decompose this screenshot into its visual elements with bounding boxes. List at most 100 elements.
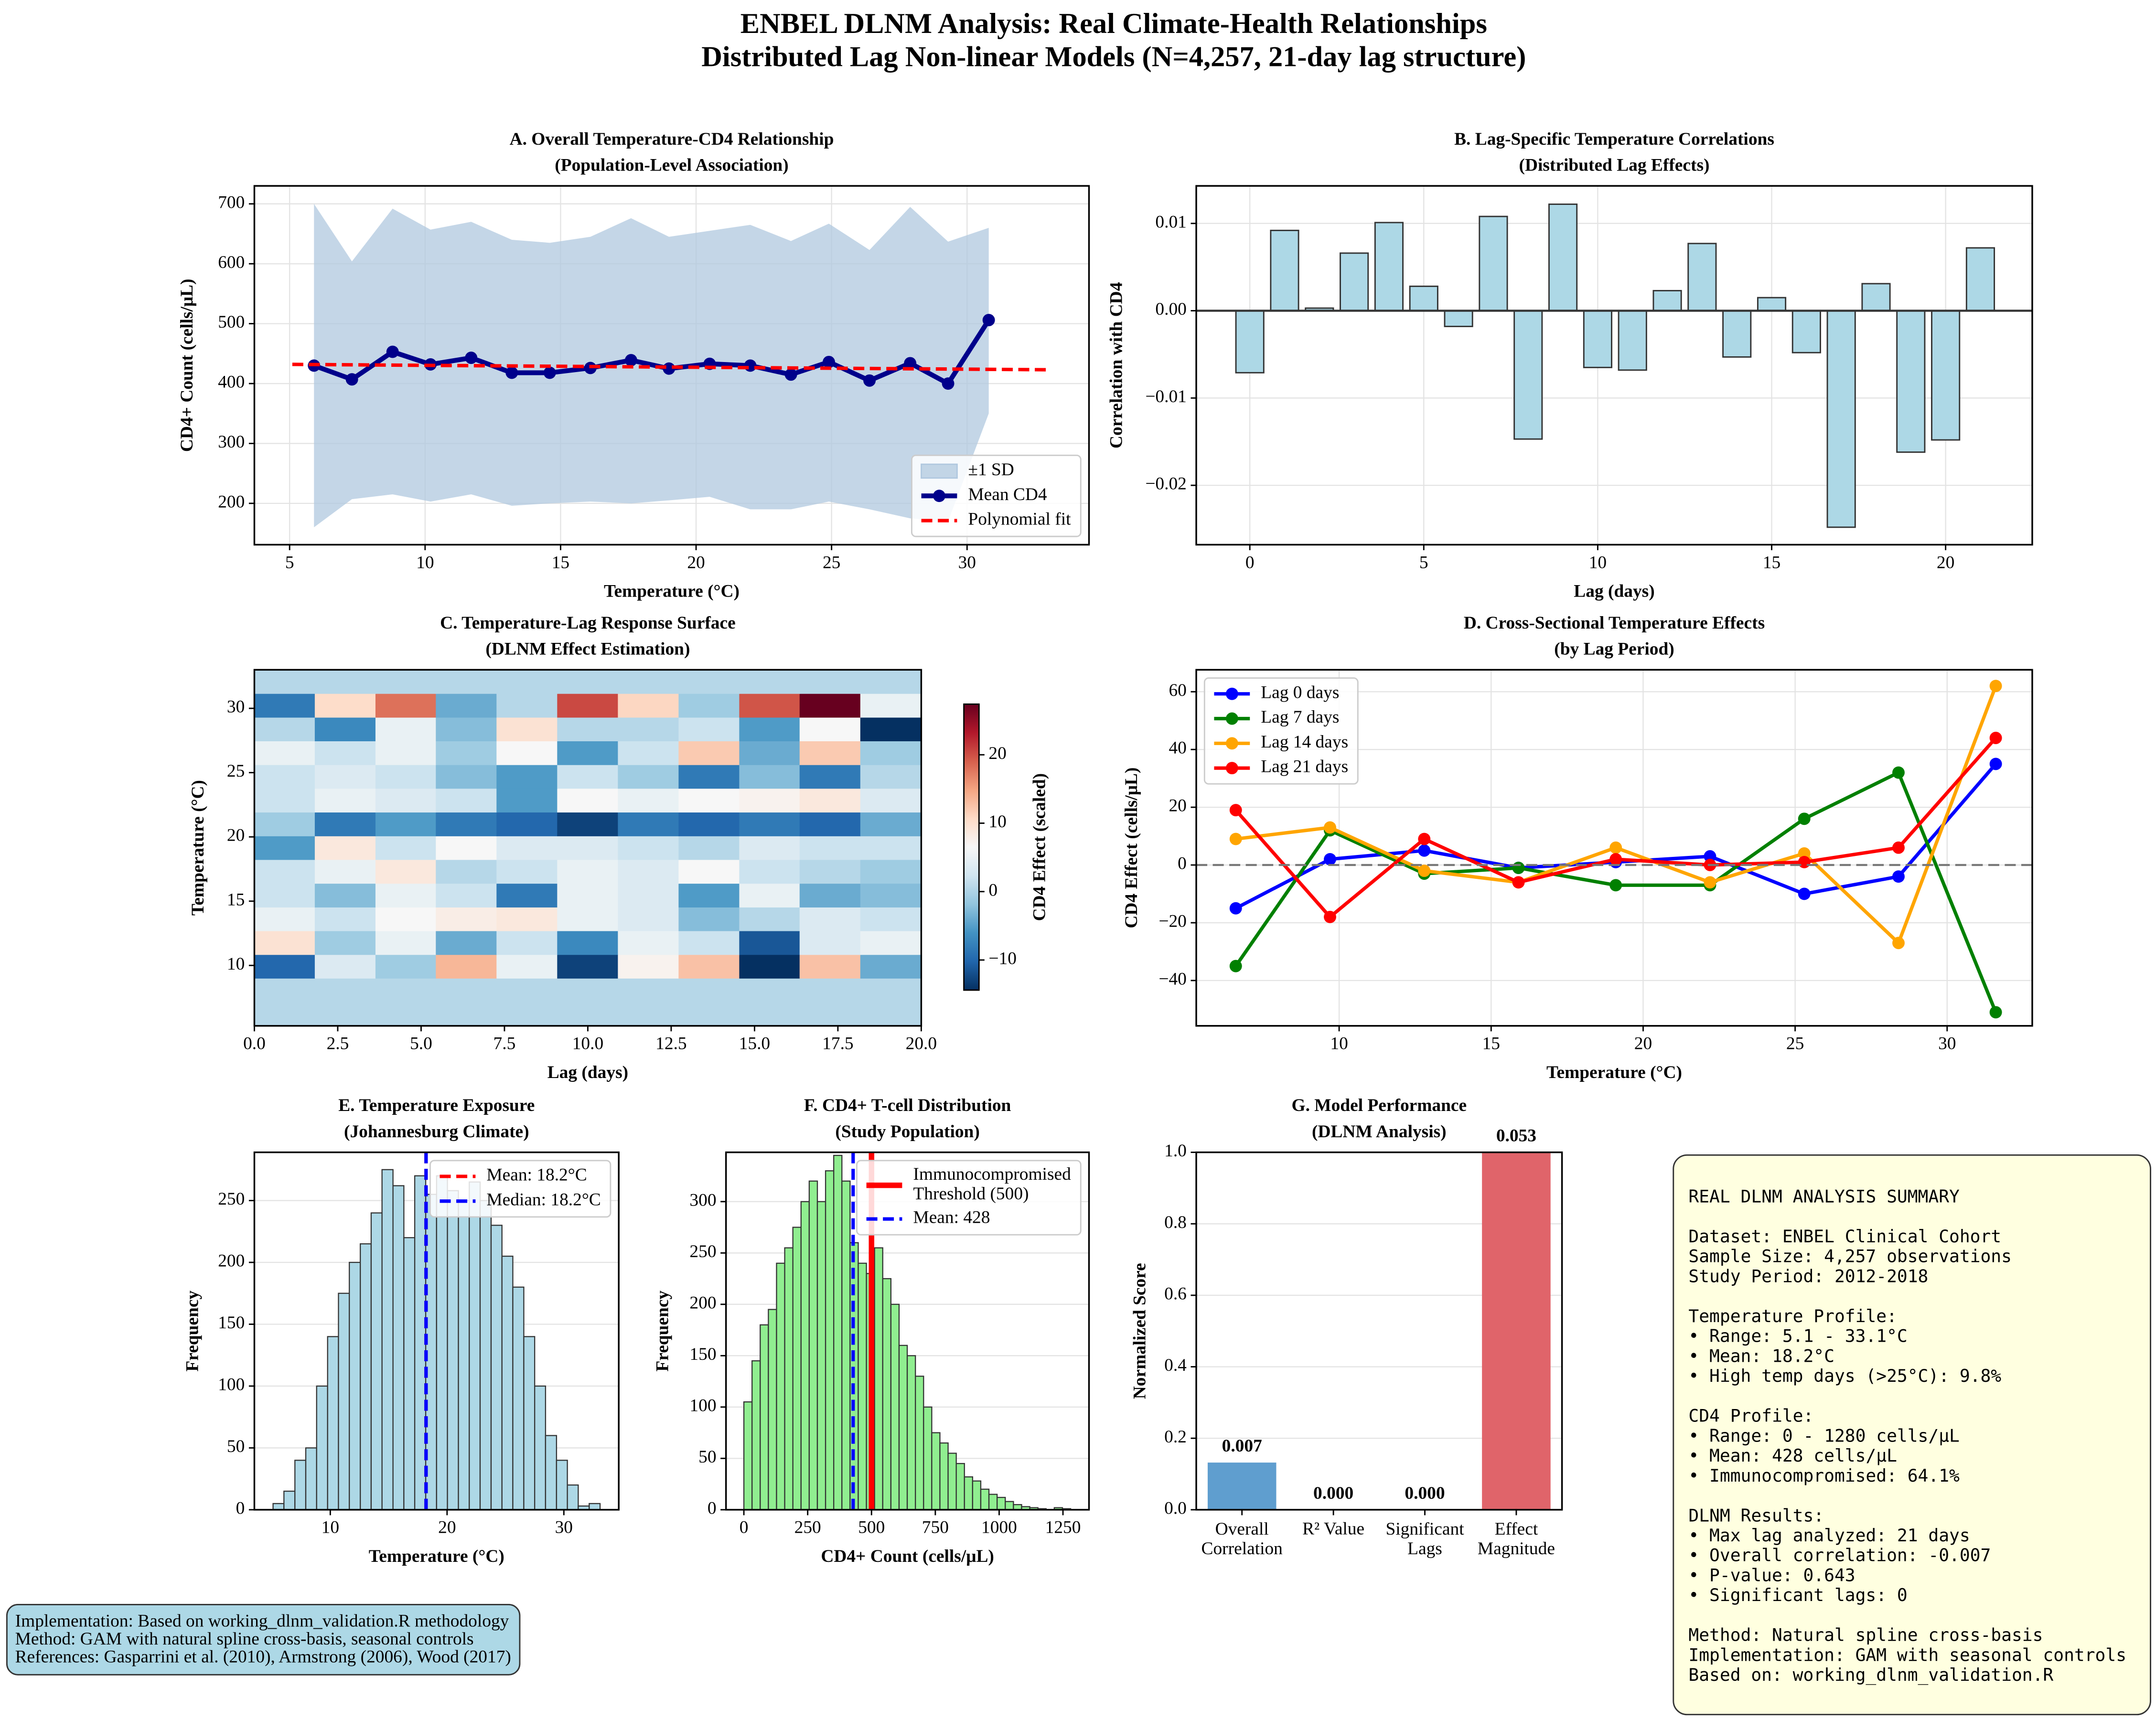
point bbox=[1512, 862, 1525, 875]
bar bbox=[1513, 310, 1543, 440]
heatmap-cell bbox=[557, 930, 619, 955]
point bbox=[823, 355, 835, 368]
x-tick-label: 0.0 bbox=[243, 1034, 266, 1054]
heatmap-cell bbox=[314, 954, 376, 979]
point bbox=[345, 373, 358, 386]
heatmap-cell bbox=[254, 907, 316, 931]
heatmap-cell bbox=[436, 883, 497, 908]
heatmap-cell bbox=[557, 693, 619, 718]
heatmap-cell bbox=[557, 669, 619, 694]
summary-line: Study Period: 2012-2018 bbox=[1688, 1266, 1928, 1286]
bar bbox=[1270, 229, 1299, 311]
heatmap-cell bbox=[436, 930, 497, 955]
histogram-bar bbox=[923, 1406, 933, 1511]
x-tick-label: 5 bbox=[285, 553, 294, 572]
y-axis-label: CD4+ Count (cells/μL) bbox=[177, 279, 197, 452]
y-tick-label: 30 bbox=[227, 697, 245, 717]
point bbox=[1229, 960, 1242, 972]
y-tick-label: 300 bbox=[218, 432, 245, 452]
point bbox=[982, 314, 995, 327]
heatmap-cell bbox=[799, 764, 861, 789]
panel-title: G. Model Performance bbox=[1291, 1096, 1467, 1115]
histogram-bar bbox=[858, 1262, 867, 1511]
summary-line: • High temp days (>25°C): 9.8% bbox=[1688, 1366, 2001, 1386]
x-axis-label: Temperature (°C) bbox=[604, 582, 740, 601]
histogram-bar bbox=[751, 1360, 761, 1511]
heatmap-cell bbox=[678, 811, 740, 836]
heatmap-cell bbox=[436, 954, 497, 979]
x-tick-label: R² Value bbox=[1302, 1519, 1364, 1539]
heatmap-cell bbox=[739, 954, 800, 979]
y-tick-label: 25 bbox=[227, 761, 245, 781]
heatmap-cell bbox=[860, 764, 922, 789]
point bbox=[386, 345, 399, 358]
histogram-bar bbox=[841, 1180, 851, 1511]
y-tick-label: 40 bbox=[1169, 738, 1186, 758]
heatmap-cell bbox=[314, 717, 376, 741]
heatmap-cell bbox=[618, 740, 679, 765]
panel: 0 50 100 150 200 250 300 0 250 500 750 1000 1250 Immu… bbox=[653, 1096, 1090, 1566]
colorbar-tick-label: 20 bbox=[988, 744, 1006, 763]
bar bbox=[1235, 310, 1265, 374]
heatmap-cell bbox=[436, 978, 497, 1003]
heatmap-cell bbox=[375, 811, 437, 836]
x-tick-label: 20 bbox=[1937, 553, 1954, 572]
x-tick-label: 20.0 bbox=[906, 1034, 937, 1054]
heatmap-cell bbox=[799, 859, 861, 884]
bar bbox=[1618, 310, 1647, 371]
histogram-bar bbox=[833, 1154, 843, 1511]
x-tick-label: 12.5 bbox=[655, 1034, 686, 1054]
heatmap-cell bbox=[799, 978, 861, 1003]
y-tick-label: 250 bbox=[218, 1189, 245, 1209]
point bbox=[1989, 758, 2002, 770]
panel-subtitle: (Distributed Lag Effects) bbox=[1519, 155, 1710, 175]
heatmap-cell bbox=[496, 740, 558, 765]
heatmap-cell bbox=[678, 788, 740, 813]
legend-label: Mean: 428 bbox=[913, 1208, 990, 1228]
point bbox=[1798, 812, 1811, 825]
heatmap-cell bbox=[678, 740, 740, 765]
x-tick-label: 25 bbox=[823, 553, 840, 572]
colorbar-label: CD4 Effect (scaled) bbox=[1030, 773, 1049, 921]
heatmap-cell bbox=[557, 859, 619, 884]
heatmap-cell bbox=[314, 907, 376, 931]
heatmap-cell bbox=[436, 764, 497, 789]
histogram-bar bbox=[294, 1460, 307, 1511]
summary-box bbox=[1673, 1154, 2151, 1716]
histogram-bar bbox=[589, 1503, 601, 1511]
point bbox=[1609, 841, 1622, 854]
point bbox=[1798, 847, 1811, 860]
heatmap-cell bbox=[496, 669, 558, 694]
histogram-bar bbox=[784, 1247, 794, 1511]
heatmap-cell bbox=[860, 883, 922, 908]
point bbox=[1324, 821, 1336, 834]
heatmap-cell bbox=[496, 764, 558, 789]
y-tick-label: 100 bbox=[689, 1396, 716, 1415]
summary-line: CD4 Profile: bbox=[1688, 1406, 1813, 1426]
heatmap-cell bbox=[254, 930, 316, 955]
histogram-bar bbox=[997, 1496, 1006, 1511]
histogram-bar bbox=[947, 1452, 957, 1511]
y-tick-label: 15 bbox=[227, 890, 245, 909]
bar bbox=[1340, 252, 1369, 311]
note-line: Method: GAM with natural spline cross-ba… bbox=[15, 1629, 474, 1649]
summary-line: • Range: 5.1 - 33.1°C bbox=[1688, 1326, 1907, 1346]
heatmap-cell bbox=[860, 835, 922, 860]
legend-box bbox=[1203, 677, 1359, 785]
legend-marker bbox=[1225, 712, 1238, 725]
heatmap-cell bbox=[436, 693, 497, 718]
bar bbox=[1757, 297, 1787, 311]
x-tick-label: 10 bbox=[1589, 553, 1607, 572]
x-tick-label: 0 bbox=[1245, 553, 1255, 572]
histogram-bar bbox=[545, 1435, 558, 1511]
point bbox=[465, 352, 478, 364]
heatmap-cell bbox=[739, 788, 800, 813]
histogram-bar bbox=[392, 1185, 405, 1511]
panel: −0.02 −0.01 0.00 0.01 0 5 10 15 20 B. Lag-Specifi… bbox=[1107, 129, 2033, 601]
x-tick-label: 20 bbox=[687, 553, 705, 572]
y-tick-label: 0.01 bbox=[1155, 212, 1186, 232]
y-tick-label: 0.00 bbox=[1155, 299, 1186, 319]
legend: ±1 SD Mean CD4 Polynomial fit bbox=[911, 454, 1082, 537]
heatmap-cell bbox=[557, 811, 619, 836]
point bbox=[1798, 887, 1811, 900]
